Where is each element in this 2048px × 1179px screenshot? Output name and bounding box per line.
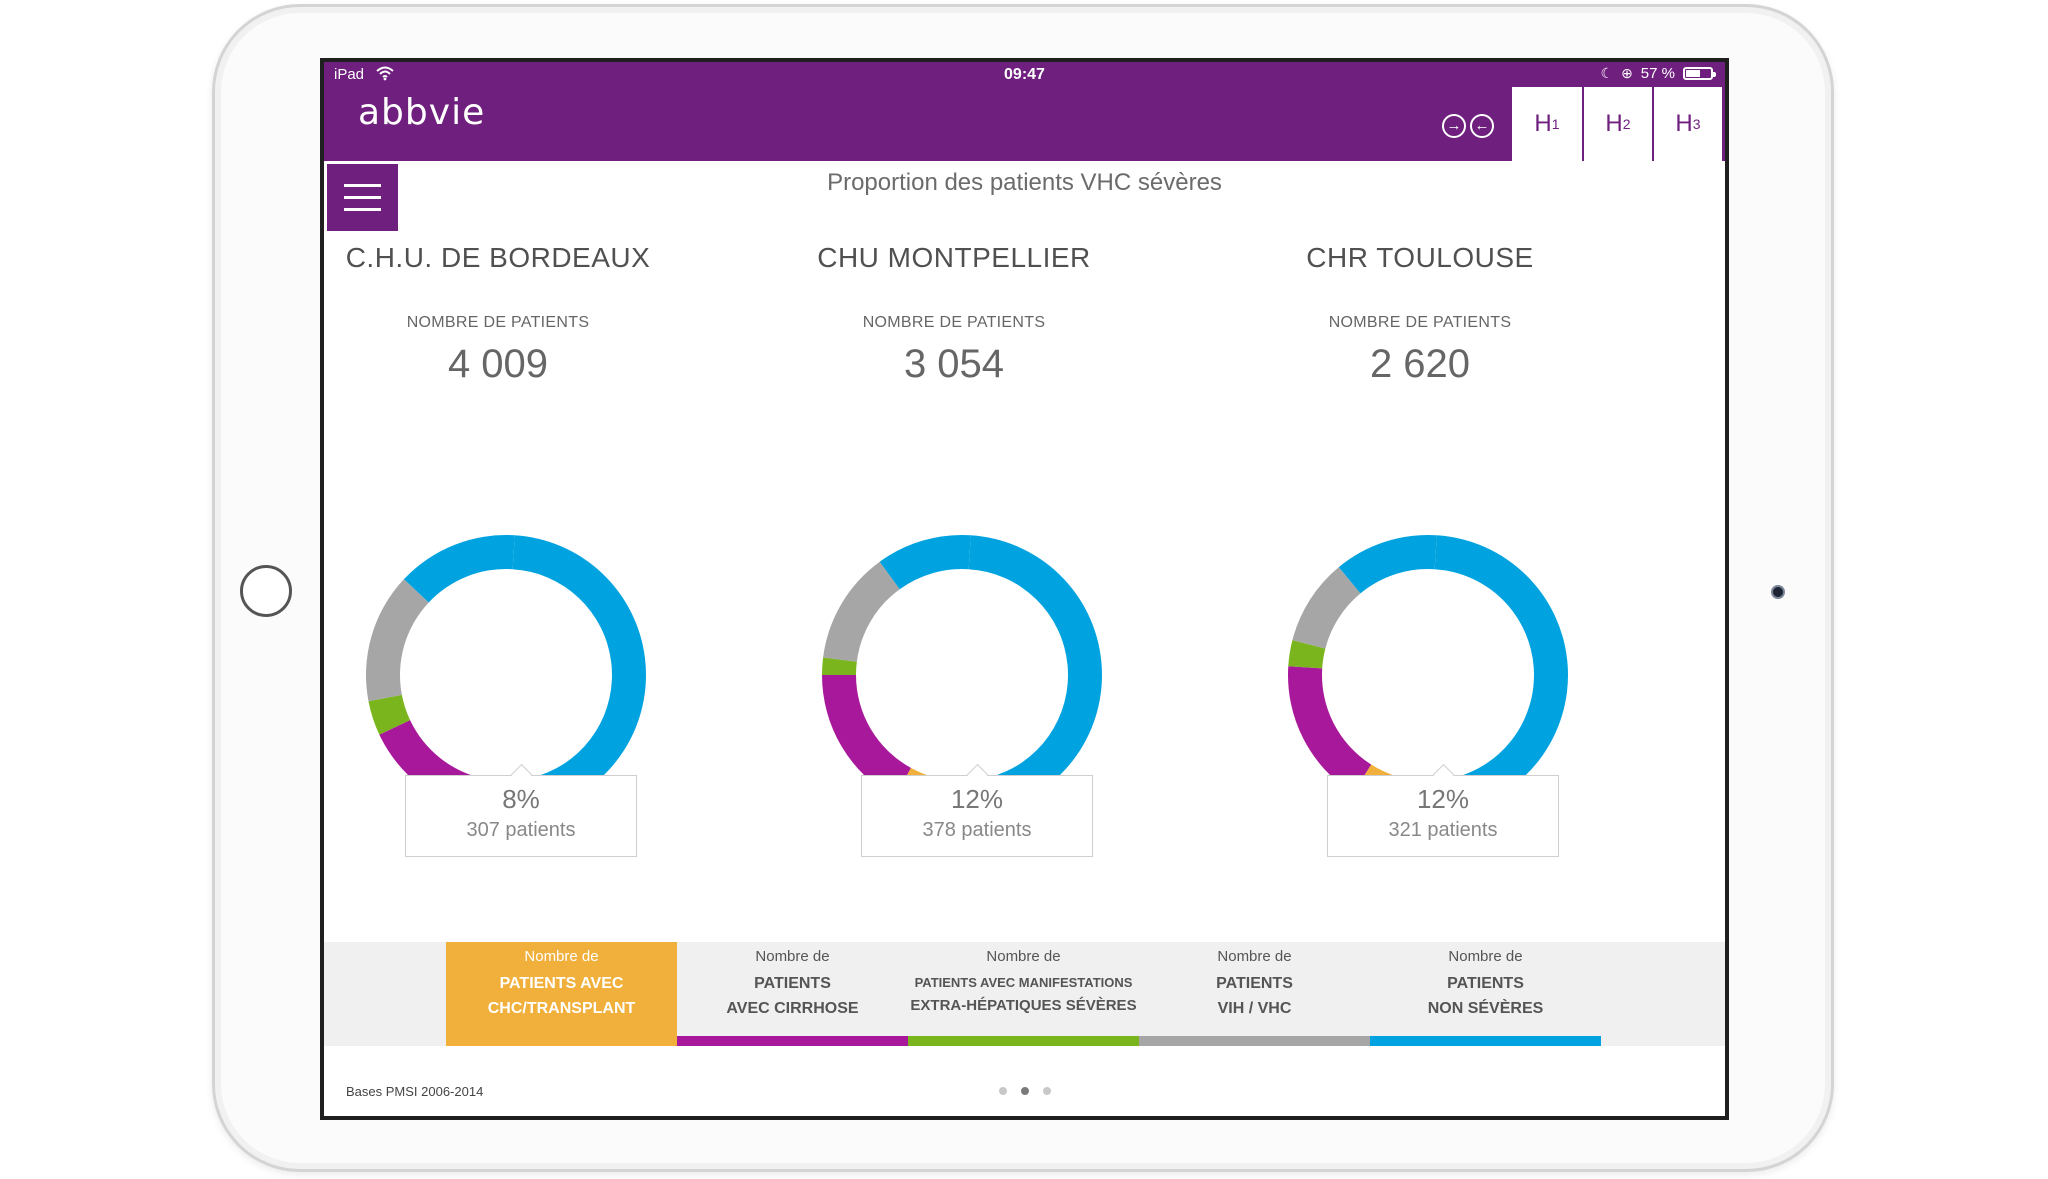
donut-segment[interactable] [879,535,971,590]
hospital-name: CHU MONTPELLIER [817,242,1091,273]
legend-chc-transplant[interactable]: Nombre de PATIENTS AVEC CHC/TRANSPLANT [446,942,677,1046]
callout-percent: 8% [502,784,540,814]
callout-box: 12% 321 patients [1327,763,1559,857]
battery-percent: 57 % [1640,65,1675,82]
callout-patients: 378 patients [922,819,1032,841]
patient-count-label: NOMBRE DE PATIENTS [406,314,590,331]
hamburger-menu-button[interactable] [327,164,398,231]
legend-cirrhose[interactable]: Nombre de PATIENTS AVEC CIRRHOSE [677,942,908,1046]
callout-percent: 12% [1416,784,1470,814]
callout-percent: 12% [950,784,1004,814]
page-dot[interactable] [999,1087,1007,1095]
abbvie-logo: abbvie [358,92,486,133]
wifi-icon [376,66,394,81]
moon-icon: ☾ [1600,65,1614,81]
donut-segment[interactable] [1288,640,1326,669]
donut-segment[interactable] [822,675,911,798]
camera-icon [1771,585,1785,599]
donut-segment[interactable] [366,579,429,702]
legend-bar: Nombre de PATIENTS AVEC CHC/TRANSPLANT N… [324,942,1725,1046]
arrow-right-circle-icon[interactable]: → [1442,114,1466,138]
status-device: iPad [334,66,365,83]
patient-count: 4 009 [447,342,549,386]
menu-icon [344,184,381,187]
donut-segment[interactable] [1292,567,1361,649]
donut-segment[interactable] [822,657,857,675]
callout-box: 8% 307 patients [405,763,637,857]
status-time: 09:47 [1004,66,1045,83]
page-indicator[interactable] [999,1087,1051,1095]
page-dot[interactable] [1021,1087,1029,1095]
arrow-left-circle-icon[interactable]: ← [1470,114,1494,138]
donut-segment[interactable] [968,535,1102,811]
callout-patients: 321 patients [1388,819,1498,841]
legend-vih-vhc[interactable]: Nombre de PATIENTS VIH / VHC [1139,942,1370,1046]
hospital-name: CHR TOULOUSE [1306,242,1534,273]
hospital-name: C.H.U. DE BORDEAUX [345,242,651,273]
app-header: iPad 09:47 ☾ ⊕ 57 % abbvie → ← H [324,62,1725,161]
donut-segment[interactable] [823,561,900,662]
rotation-lock-icon: ⊕ [1621,65,1633,81]
legend-extra-hepatiques[interactable]: Nombre de PATIENTS AVEC MANIFESTATIONS E… [908,942,1139,1046]
home-button[interactable] [240,565,292,617]
status-bar: iPad 09:47 ☾ ⊕ 57 % [324,62,1725,86]
page-title: Proportion des patients VHC sévères [827,169,1222,196]
hospital-card-montpellier: CHU MONTPELLIER NOMBRE DE PATIENTS 3 054… [724,242,1184,857]
patient-count-label: NOMBRE DE PATIENTS [1328,314,1512,331]
hospital-card-toulouse: CHR TOULOUSE NOMBRE DE PATIENTS 2 620 12… [1190,242,1650,857]
donut-segment[interactable] [368,694,411,735]
battery-icon [1683,67,1716,80]
page-dot[interactable] [1043,1087,1051,1095]
hospital-card-bordeaux: C.H.U. DE BORDEAUX NOMBRE DE PATIENTS 4 … [324,242,728,857]
footer-source: Bases PMSI 2006-2014 [346,1084,484,1099]
patient-count: 2 620 [1369,342,1471,386]
patient-count: 3 054 [903,342,1005,386]
legend-non-severes[interactable]: Nombre de PATIENTS NON SÉVÈRES [1370,942,1601,1046]
donut-segment[interactable] [1338,535,1437,594]
donut-segment[interactable] [1434,535,1568,813]
donut-segment[interactable] [512,535,647,809]
donut-segment[interactable] [1288,666,1372,794]
patient-count-label: NOMBRE DE PATIENTS [862,314,1046,331]
callout-patients: 307 patients [466,819,576,841]
screen: iPad 09:47 ☾ ⊕ 57 % abbvie → ← H [320,58,1729,1120]
donut-segment[interactable] [403,535,515,603]
callout-box: 12% 378 patients [861,763,1093,857]
